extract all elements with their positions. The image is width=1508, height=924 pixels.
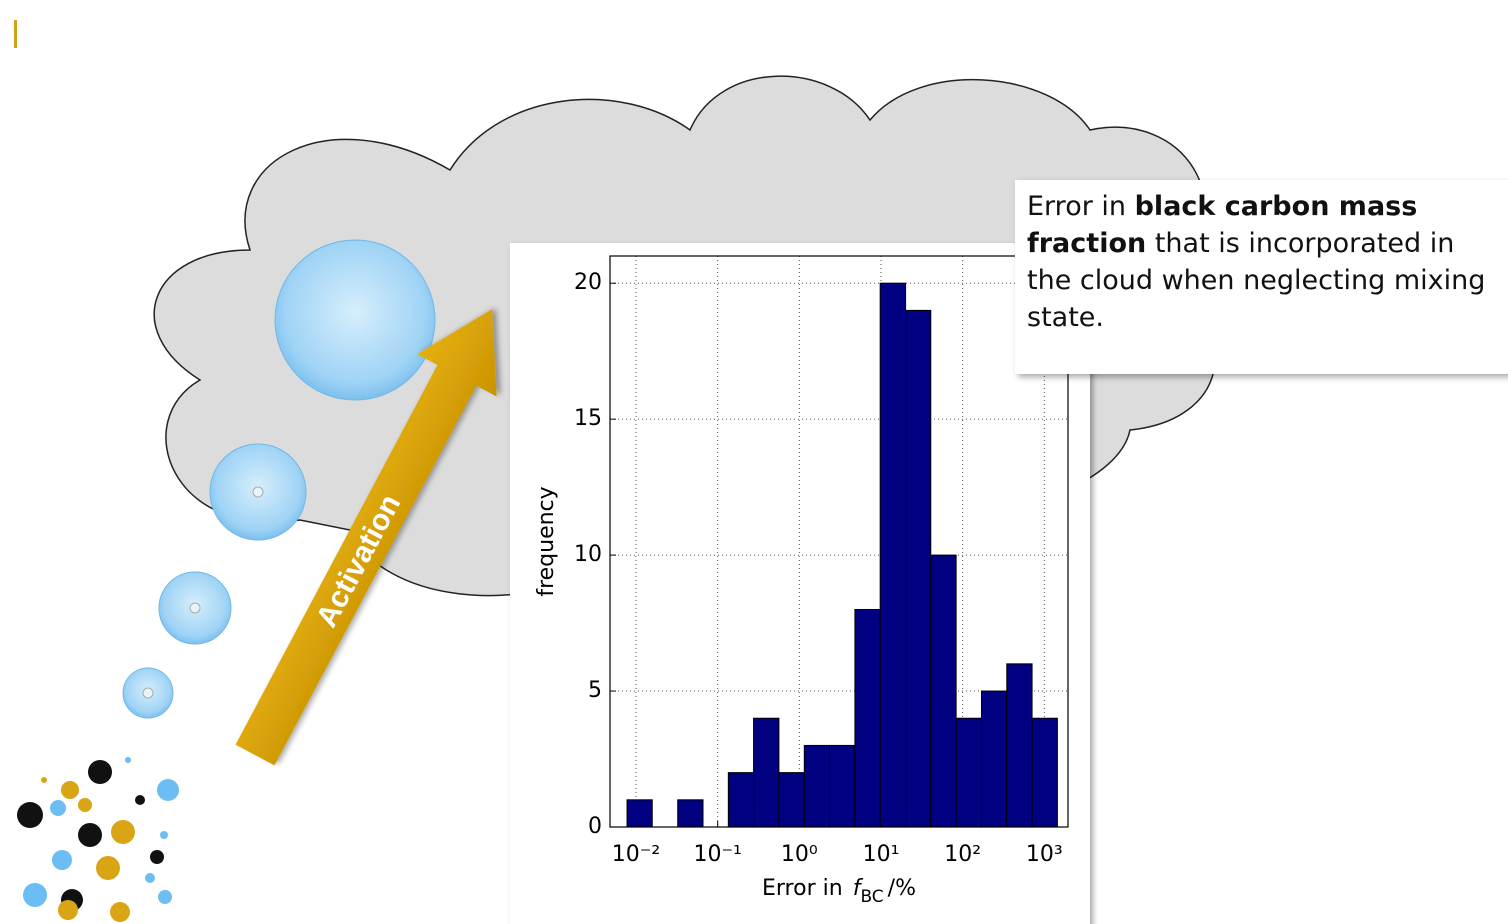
annotation-text: Error in: [1027, 191, 1126, 222]
x-tick-label: 10³: [1026, 842, 1063, 867]
bar: [1007, 664, 1032, 827]
accent-bar: [14, 20, 17, 48]
annotation-box: Error in black carbon mass fraction that…: [1015, 180, 1508, 374]
x-tick-label: 10²: [944, 842, 981, 867]
bar: [829, 745, 854, 827]
bar: [779, 773, 804, 827]
bar: [956, 718, 981, 827]
bar: [728, 773, 753, 827]
bar: [906, 310, 931, 827]
y-tick-label: 5: [588, 678, 602, 703]
bar: [1032, 718, 1057, 827]
particles: [17, 757, 179, 922]
bar: [880, 283, 905, 827]
x-tick-label: 10⁰: [781, 842, 818, 867]
bar: [931, 555, 956, 827]
x-axis-label-part: Error in: [762, 876, 843, 901]
x-tick-label: 10⁻²: [612, 842, 660, 867]
slide-canvas: Activation 0510152010⁻²10⁻¹10⁰10¹10²10³E…: [0, 0, 1508, 924]
bar: [804, 745, 829, 827]
y-tick-label: 10: [574, 542, 602, 567]
bar: [981, 691, 1006, 827]
bar: [627, 800, 652, 827]
y-tick-label: 15: [574, 406, 602, 431]
x-axis-label-part: BC: [860, 887, 883, 907]
slide: Activation 0510152010⁻²10⁻¹10⁰10¹10²10³E…: [0, 0, 1508, 924]
bar: [678, 800, 703, 827]
x-tick-label: 10⁻¹: [693, 842, 741, 867]
bar: [754, 718, 779, 827]
y-tick-label: 0: [588, 814, 602, 839]
y-axis-label: frequency: [534, 486, 559, 596]
x-tick-label: 10¹: [863, 842, 900, 867]
y-tick-label: 20: [574, 270, 602, 295]
x-axis-label-part: /%: [888, 876, 916, 901]
bar: [855, 609, 880, 827]
